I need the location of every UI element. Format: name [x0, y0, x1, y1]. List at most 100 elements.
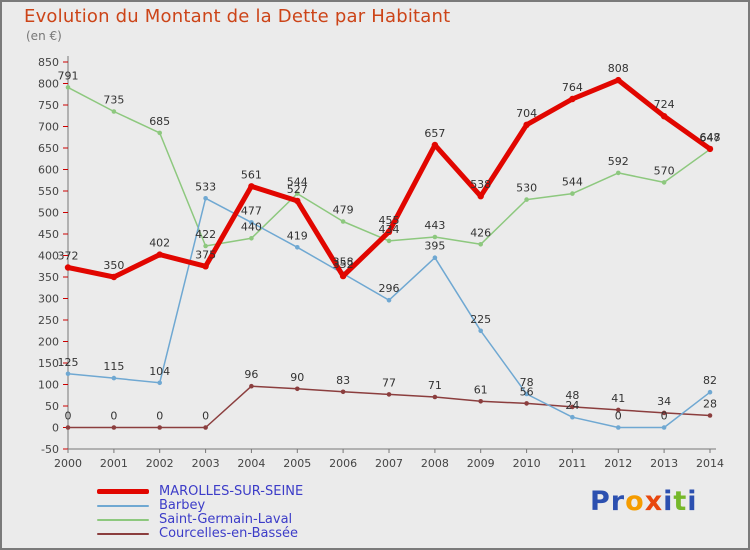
data-point-label: 0 — [615, 410, 622, 423]
data-point-label: 477 — [241, 204, 262, 217]
data-point — [431, 141, 439, 149]
data-point — [295, 386, 300, 392]
data-point-label: 685 — [149, 115, 170, 128]
data-point-label: 527 — [287, 183, 308, 196]
data-point — [570, 414, 575, 420]
data-point-label: 533 — [195, 180, 216, 193]
data-point — [432, 394, 438, 400]
data-point-label: 77 — [382, 376, 396, 389]
data-point-label: 455 — [379, 214, 400, 227]
data-point-label: 657 — [424, 127, 445, 140]
data-point — [202, 263, 209, 270]
data-point — [478, 242, 484, 247]
y-tick-label: 150 — [38, 357, 59, 370]
x-tick-label: 2005 — [283, 457, 311, 470]
legend-label: MAROLLES-SUR-SEINE — [159, 484, 304, 499]
data-point-label: 764 — [562, 81, 583, 94]
data-point-label: 0 — [202, 410, 209, 423]
data-point — [661, 425, 667, 430]
data-point-label: 395 — [424, 240, 445, 253]
y-tick-label: 300 — [38, 293, 59, 306]
y-tick-label: 500 — [38, 207, 59, 220]
data-point-label: 592 — [608, 155, 629, 168]
data-point-label: 479 — [333, 204, 354, 217]
data-point-label: 440 — [241, 220, 262, 233]
data-point — [706, 145, 714, 153]
chart-legend: MAROLLES-SUR-SEINE Barbey Saint-Germain-La… — [97, 485, 303, 541]
legend-item: Courcelles-en-Bassée — [97, 527, 303, 540]
data-point — [295, 245, 300, 250]
y-tick-label: 650 — [38, 142, 59, 155]
logo-letter: r — [610, 486, 626, 517]
data-point-label: 34 — [657, 395, 671, 408]
data-point-label: 296 — [379, 282, 400, 295]
data-point — [569, 95, 576, 103]
x-tick-label: 2001 — [100, 457, 128, 470]
data-point — [249, 383, 254, 389]
data-point-label: 402 — [149, 237, 170, 250]
legend-label: Saint-Germain-Laval — [159, 512, 293, 527]
y-tick-label: 0 — [52, 422, 59, 435]
x-tick-label: 2010 — [513, 457, 541, 470]
data-point — [110, 273, 118, 281]
legend-item: MAROLLES-SUR-SEINE — [97, 485, 303, 498]
data-point — [570, 191, 575, 196]
data-point-label: 115 — [103, 360, 124, 373]
data-point-label: 82 — [703, 374, 717, 387]
series-Courcelles-en-Bassée — [65, 383, 713, 430]
data-point — [339, 272, 347, 280]
legend-label: Courcelles-en-Bassée — [159, 526, 299, 541]
data-point-label: 538 — [470, 178, 491, 191]
data-point — [386, 297, 392, 303]
legend-swatch — [97, 518, 149, 521]
y-tick-label: 250 — [38, 314, 59, 327]
data-point-label: 648 — [700, 131, 721, 144]
x-tick-label: 2003 — [192, 457, 220, 470]
data-point — [340, 389, 346, 395]
data-point-label: 352 — [333, 258, 354, 271]
data-point — [477, 193, 484, 200]
data-point-label: 426 — [470, 226, 491, 239]
data-point-label: 372 — [58, 250, 79, 263]
data-point-label: 358 — [333, 256, 354, 269]
data-point-label: 419 — [287, 229, 308, 242]
data-point — [157, 380, 162, 386]
x-tick-label: 2012 — [604, 457, 632, 470]
data-point-label: 125 — [58, 356, 79, 369]
y-tick-label: 600 — [38, 164, 59, 177]
page-subtitle: (en €) — [26, 29, 62, 43]
data-point-label: 808 — [608, 62, 629, 75]
data-point-label: 647 — [700, 131, 721, 144]
data-point — [248, 183, 255, 190]
data-point-label: 41 — [611, 392, 625, 405]
data-point-label: 544 — [562, 176, 583, 189]
series-Barbey — [65, 196, 713, 430]
x-tick-label: 2006 — [329, 457, 357, 470]
legend-item: Barbey — [97, 499, 303, 512]
logo-letter: P — [590, 486, 611, 517]
data-point — [111, 425, 117, 430]
data-point-label: 71 — [428, 379, 442, 392]
x-tick-label: 2002 — [146, 457, 174, 470]
data-point — [660, 113, 668, 120]
data-point-label: 78 — [520, 376, 534, 389]
x-tick-label: 2004 — [237, 457, 265, 470]
data-point-label: 443 — [424, 219, 445, 232]
data-point — [707, 389, 713, 395]
logo-letter: i — [663, 486, 674, 517]
data-point — [524, 391, 529, 397]
data-point — [65, 425, 71, 430]
y-tick-label: 800 — [38, 78, 59, 91]
y-tick-label: 350 — [38, 271, 59, 284]
y-tick-label: 550 — [38, 185, 59, 198]
data-point-label: 0 — [156, 410, 163, 423]
data-point — [616, 170, 621, 176]
data-point — [524, 197, 529, 202]
y-tick-label: 50 — [45, 400, 59, 413]
data-point-label: 791 — [58, 69, 79, 82]
data-point-label: 90 — [290, 371, 304, 384]
x-tick-label: 2007 — [375, 457, 403, 470]
data-point — [478, 328, 484, 334]
data-point — [616, 407, 621, 413]
